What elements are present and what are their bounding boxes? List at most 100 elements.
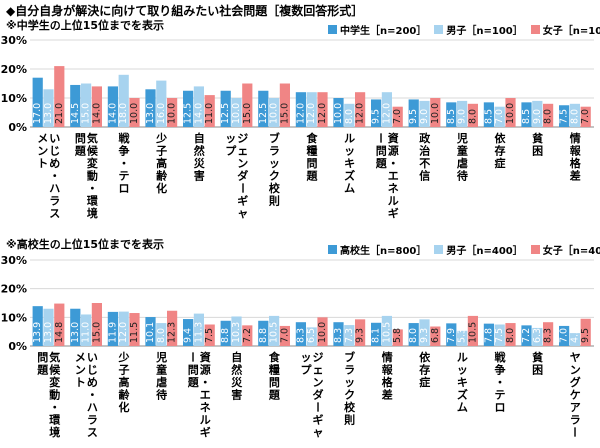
x-tick-char: エ xyxy=(388,170,399,183)
x-tick-char: 政 xyxy=(419,131,431,145)
x-tick-char: ロ xyxy=(119,182,130,195)
x-tick-char: 情 xyxy=(382,350,393,364)
x-tick-char: 則 xyxy=(343,413,355,427)
x-tick-char: ギ xyxy=(237,194,248,208)
bar xyxy=(279,325,290,346)
x-tick-label: いじめ・ハラス メント xyxy=(75,351,98,439)
bar xyxy=(54,303,65,346)
x-tick-char: メ xyxy=(37,132,48,145)
bar xyxy=(231,316,242,346)
bar xyxy=(580,106,591,127)
x-tick-char: 境 xyxy=(49,425,60,439)
x-tick-char: ハ xyxy=(87,401,98,414)
bar xyxy=(521,325,532,346)
bar xyxy=(43,308,54,346)
bar xyxy=(559,325,570,346)
x-tick-char: メ xyxy=(75,351,86,364)
x-tick-char: 題 xyxy=(376,157,388,170)
bar xyxy=(344,325,355,346)
data-label: 13.0 xyxy=(43,322,54,343)
x-tick-char: 則 xyxy=(268,194,280,208)
bar xyxy=(505,98,516,127)
legend-item-3: 女子［n=400］ xyxy=(530,242,600,257)
data-label: 9.5 xyxy=(408,109,419,124)
data-label: 9.0 xyxy=(532,109,543,124)
bar xyxy=(344,103,355,127)
bar xyxy=(204,324,215,346)
x-tick-char: 資 xyxy=(388,131,399,145)
legend-swatch xyxy=(434,25,444,34)
x-tick-char: ッ xyxy=(457,364,468,377)
x-tick-char: ク xyxy=(344,389,355,402)
bar xyxy=(333,98,344,127)
x-tick-char: い xyxy=(49,132,60,145)
y-tick-label: 20% xyxy=(1,283,27,296)
bar xyxy=(494,324,505,346)
x-tick-char: ッ xyxy=(225,132,236,145)
bar xyxy=(193,86,204,127)
x-tick-char: 境 xyxy=(87,206,98,220)
bar xyxy=(392,329,403,346)
data-label: 8.0 xyxy=(467,109,478,124)
x-tick-char: ー xyxy=(186,352,199,363)
bar xyxy=(32,306,43,346)
bar xyxy=(419,319,430,346)
x-tick-char: じ xyxy=(87,364,98,377)
data-label: 7.5 xyxy=(559,109,570,124)
x-tick-char: ン xyxy=(237,157,248,170)
data-label: 11.9 xyxy=(107,322,118,343)
x-tick-char: ン xyxy=(75,364,86,377)
bar xyxy=(295,92,306,127)
data-label: 12.5 xyxy=(183,103,194,124)
x-tick-char: キ xyxy=(457,376,468,389)
x-tick-char: ダ xyxy=(237,169,248,183)
x-tick-char: 変 xyxy=(49,375,60,389)
bar xyxy=(355,92,366,127)
bar xyxy=(258,90,269,127)
bar xyxy=(32,77,43,127)
x-tick-char: 環 xyxy=(49,414,61,427)
bar xyxy=(167,310,178,346)
x-tick-char: ギ xyxy=(388,206,399,220)
data-label: 8.3 xyxy=(543,328,554,343)
x-tick-char: 争 xyxy=(495,363,506,377)
data-label: 7.0 xyxy=(279,328,290,343)
legend-item-1: 高校生［n=800］ xyxy=(328,242,426,257)
bar xyxy=(381,92,392,127)
data-label: 12.5 xyxy=(220,103,231,124)
x-tick-char: 報 xyxy=(570,144,582,158)
data-label: 7.5 xyxy=(204,328,215,343)
x-tick-char: 情 xyxy=(570,131,581,145)
y-tick-label: 10% xyxy=(1,92,27,105)
x-tick-char: 資 xyxy=(200,350,211,364)
x-tick-char: 題 xyxy=(188,376,200,389)
x-tick-char: 症 xyxy=(495,156,506,170)
bar xyxy=(295,322,306,346)
x-tick-char: 糧 xyxy=(269,363,280,377)
data-label: 11.0 xyxy=(204,103,215,124)
x-tick-char: 症 xyxy=(419,375,430,389)
bar xyxy=(242,83,253,127)
x-tick-char: ル xyxy=(457,351,468,364)
x-tick-char: 問 xyxy=(75,132,86,145)
x-tick-char: ン xyxy=(37,145,48,158)
legend-label: 中学生［n=200］ xyxy=(340,26,427,37)
data-label: 7.0 xyxy=(494,109,505,124)
bar xyxy=(81,314,92,346)
bar xyxy=(70,84,81,127)
x-tick-char: 子 xyxy=(119,364,130,377)
x-tick-char: ト xyxy=(37,157,48,170)
bar xyxy=(306,92,317,127)
legend-item-2: 男子［n=100］ xyxy=(434,22,523,37)
bar xyxy=(430,98,441,127)
x-tick-char: ラ xyxy=(87,414,98,427)
x-tick-char: 問 xyxy=(37,351,48,364)
data-label: 7.0 xyxy=(580,109,591,124)
bar xyxy=(569,333,580,346)
